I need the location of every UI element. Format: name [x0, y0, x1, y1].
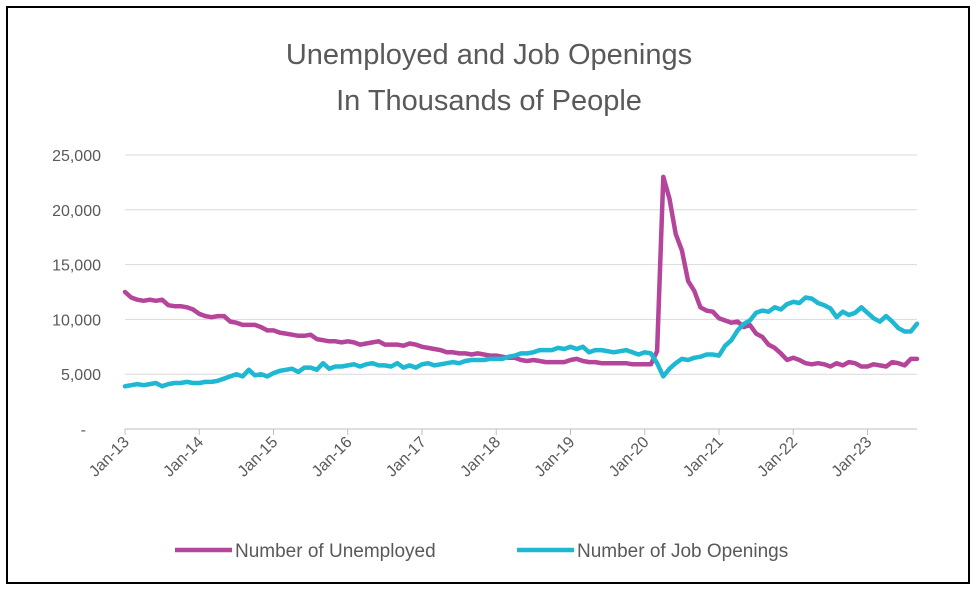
y-tick-label: 5,000: [61, 367, 101, 384]
y-tick-label: 25,000: [52, 148, 101, 165]
x-tick-label: Jan-16: [309, 434, 356, 481]
y-tick-label: -: [81, 422, 86, 439]
series-layer: [122, 174, 920, 389]
x-tick-label: Jan-14: [160, 434, 207, 481]
y-axis-tick-labels: - 5,000 10,000 15,000 20,000 25,000: [52, 148, 101, 439]
legend: Number of Unemployed Number of Job Openin…: [175, 541, 788, 562]
y-tick-label: 15,000: [52, 258, 101, 275]
gridlines: [125, 154, 917, 375]
y-tick-label: 10,000: [52, 312, 101, 329]
x-tick-label: Jan-15: [235, 434, 282, 481]
series-line-unemployed: [122, 174, 920, 369]
legend-label-unemployed: Number of Unemployed: [235, 541, 436, 562]
x-tick-label: Jan-17: [383, 434, 430, 481]
y-tick-label: 20,000: [52, 203, 101, 220]
x-tick-label: Jan-20: [606, 434, 653, 481]
chart-title-line-1: Unemployed and Job Openings: [286, 39, 692, 71]
x-axis: Jan-13 Jan-14 Jan-15 Jan-16 Jan-17 Jan-18 Jan-…: [86, 428, 917, 481]
x-tick-label: Jan-18: [457, 434, 504, 481]
chart-svg: Unemployed and Job Openings In Thousands…: [52, 39, 920, 562]
x-tick-label: Jan-19: [532, 434, 579, 481]
x-tick-label: Jan-23: [829, 434, 876, 481]
legend-label-job-openings: Number of Job Openings: [577, 541, 788, 562]
x-tick-label: Jan-13: [86, 434, 133, 481]
x-tick-label: Jan-21: [680, 434, 727, 481]
x-tick-label: Jan-22: [754, 434, 801, 481]
chart-frame: Unemployed and Job Openings In Thousands…: [6, 6, 970, 584]
series-line-job-openings: [122, 295, 920, 389]
chart-title-line-2: In Thousands of People: [336, 85, 642, 117]
